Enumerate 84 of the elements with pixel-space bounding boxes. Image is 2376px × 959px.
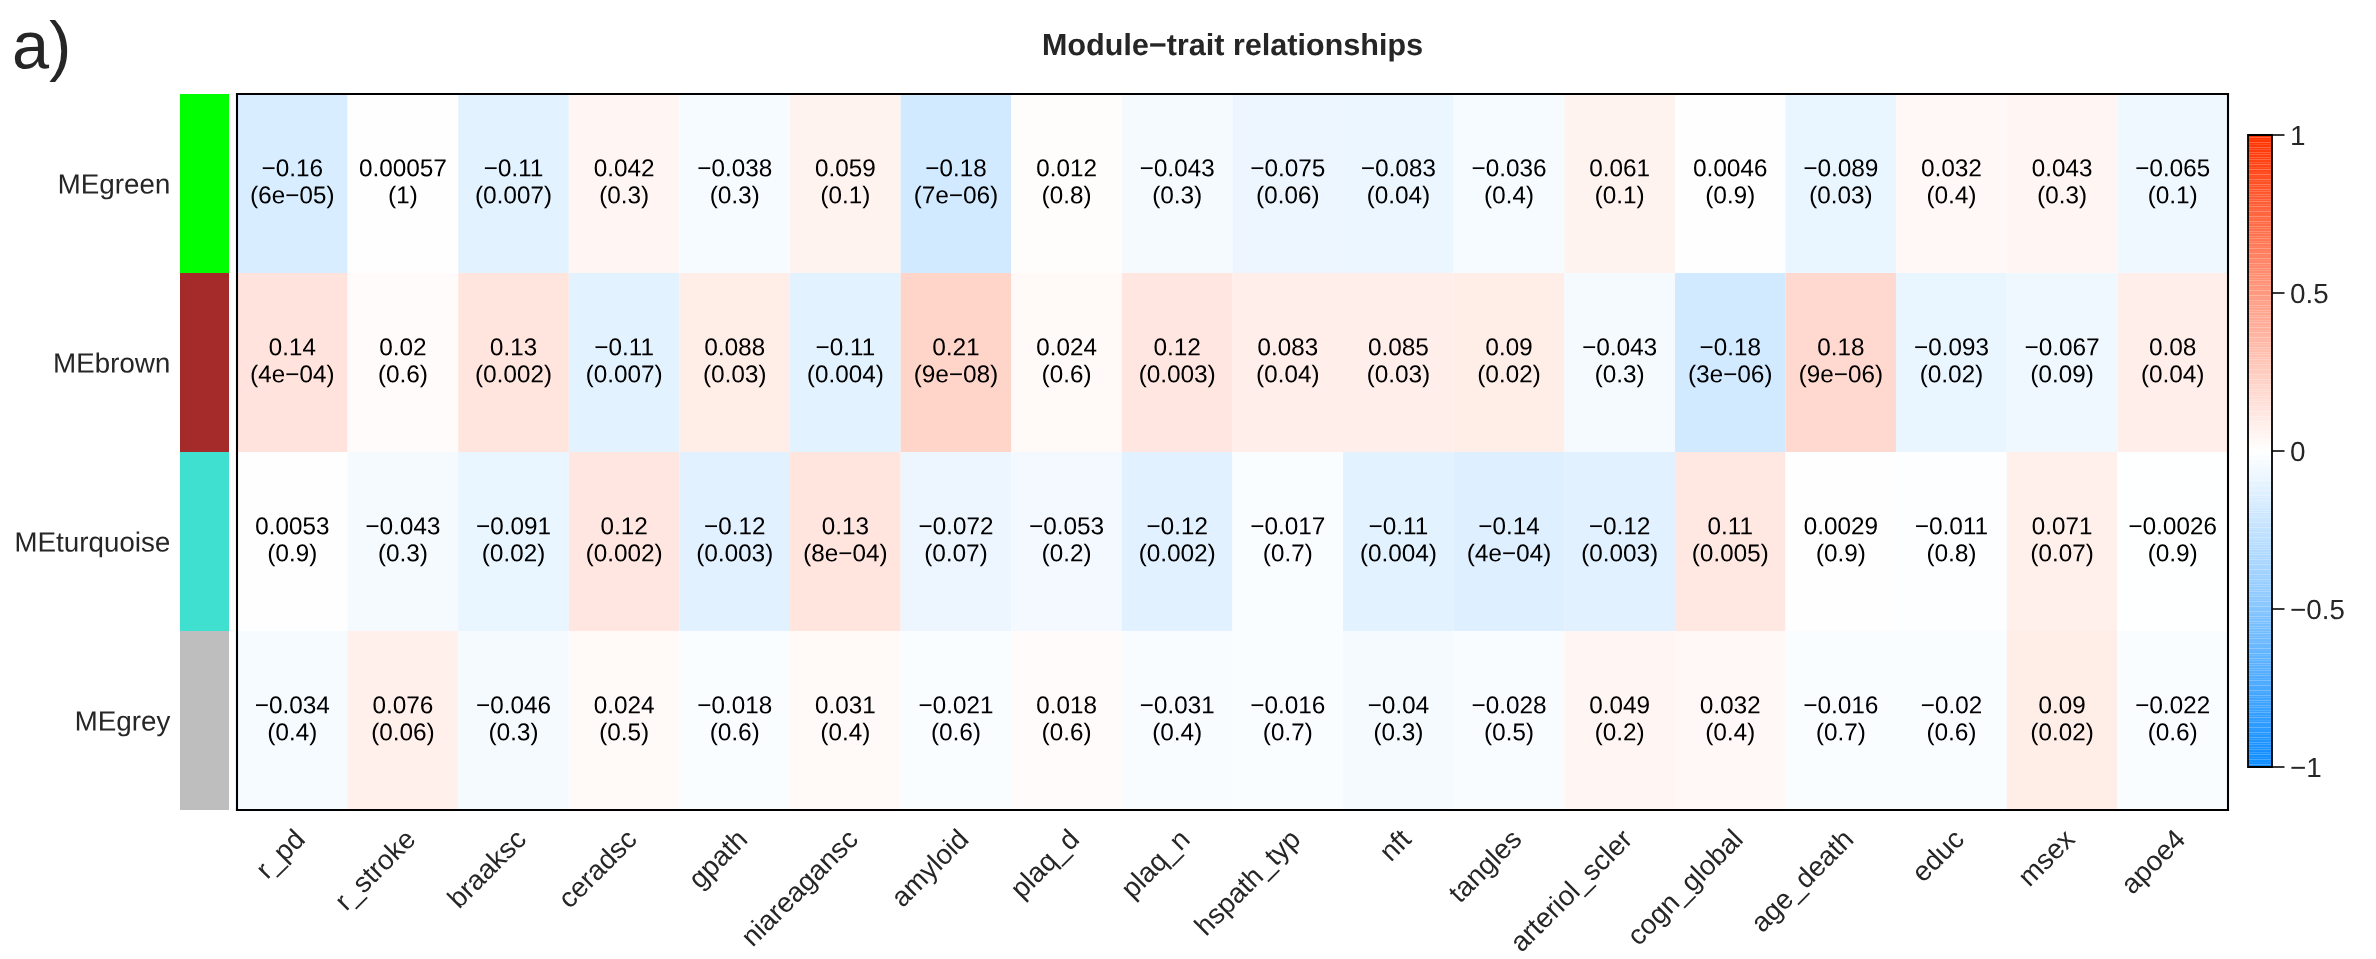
data-label: 0.11 (0.005) [1693, 517, 1768, 567]
data-label: 0.043 (0.3) [2032, 159, 2092, 209]
data-label: 0.076 (0.06) [372, 696, 434, 746]
data-label: 0.024 (0.6) [1037, 338, 1097, 388]
data-label: −0.11 (0.004) [1361, 517, 1436, 567]
color-bar-label: 0.5 [2291, 283, 2328, 304]
data-label: 0.09 (0.02) [1478, 338, 1540, 388]
color-bar-label: 1 [2292, 125, 2305, 146]
data-label: −0.022 (0.6) [2136, 696, 2209, 746]
data-label: 0.13 (0.002) [476, 338, 551, 388]
data-label: 0.085 (0.03) [1368, 338, 1429, 388]
data-label: −0.083 (0.04) [1362, 159, 1435, 209]
data-label: −0.16 (6e−05) [251, 159, 334, 209]
data-label: −0.075 (0.06) [1251, 159, 1325, 209]
data-label: −0.053 (0.2) [1030, 517, 1104, 567]
data-label: 0.032 (0.4) [1700, 696, 1760, 746]
data-label: −0.021 (0.6) [919, 696, 993, 746]
data-label: 0.18 (9e−06) [1800, 338, 1882, 388]
data-label: 0.0029 (0.9) [1804, 517, 1877, 567]
data-label: 0.0046 (0.9) [1694, 159, 1767, 209]
data-label: −0.043 (0.3) [1583, 338, 1657, 388]
data-label: −0.11 (0.007) [476, 159, 551, 209]
data-label: 0.13 (8e−04) [804, 517, 887, 567]
data-label: −0.0026 (0.9) [2129, 517, 2216, 567]
data-label: 0.14 (4e−04) [251, 338, 334, 388]
data-label: −0.089 (0.03) [1804, 159, 1878, 209]
data-label: −0.11 (0.007) [587, 338, 662, 388]
data-label: −0.091 (0.02) [477, 517, 550, 567]
data-label: −0.093 (0.02) [1915, 338, 1988, 388]
data-label: −0.065 (0.1) [2136, 159, 2210, 209]
data-label: 0.031 (0.4) [815, 696, 875, 746]
data-label: −0.017 (0.7) [1251, 517, 1325, 567]
data-label: 0.012 (0.8) [1037, 159, 1096, 209]
data-label: −0.036 (0.4) [1472, 159, 1546, 209]
data-label: 0.00057 (1) [359, 159, 446, 209]
data-label: −0.18 (3e−06) [1689, 338, 1771, 388]
x-tick-label: nft [1377, 826, 1413, 862]
data-label: −0.067 (0.09) [2025, 338, 2099, 388]
data-label: 0.21 (9e−08) [915, 338, 997, 388]
data-label: 0.083 (0.04) [1257, 338, 1319, 388]
data-label: −0.04 (0.3) [1368, 696, 1429, 746]
data-label: 0.12 (0.002) [587, 517, 662, 567]
data-label: −0.072 (0.07) [919, 517, 993, 567]
data-label: −0.028 (0.5) [1472, 696, 1546, 746]
y-tick-label: MEbrown [55, 352, 169, 373]
data-label: −0.043 (0.3) [366, 517, 440, 567]
data-label: −0.14 (4e−04) [1468, 517, 1550, 567]
y-tick-label: MEturquoise [16, 531, 170, 558]
data-label: 0.018 (0.6) [1037, 696, 1096, 746]
y-tick-label: MEgreen [59, 174, 169, 200]
data-label: −0.12 (0.002) [1140, 517, 1215, 567]
data-label: 0.09 (0.02) [2031, 696, 2093, 746]
color-bar-label: 0 [2291, 441, 2305, 462]
color-bar-label: −1 [2291, 757, 2321, 778]
data-label: −0.12 (0.003) [697, 517, 772, 567]
data-label: 0.059 (0.1) [815, 159, 875, 209]
data-label: 0.061 (0.1) [1590, 159, 1649, 209]
data-label: −0.18 (7e−06) [915, 159, 997, 209]
data-label: −0.038 (0.3) [698, 159, 772, 209]
data-label: 0.032 (0.4) [1922, 159, 1981, 209]
data-label: −0.12 (0.003) [1582, 517, 1657, 567]
data-label: −0.011 (0.8) [1916, 517, 1987, 567]
color-bar-label: −0.5 [2291, 599, 2344, 620]
data-label: 0.0053 (0.9) [256, 517, 329, 567]
data-label: 0.049 (0.2) [1590, 696, 1649, 746]
data-label: 0.042 (0.3) [594, 159, 654, 209]
data-label: −0.016 (0.7) [1251, 696, 1325, 746]
text: a) [14, 20, 68, 83]
data-label: −0.043 (0.3) [1140, 159, 1214, 209]
chart-title: Module−trait relationships [1043, 32, 1422, 62]
data-label: 0.02 (0.6) [379, 338, 427, 388]
data-label: −0.034 (0.4) [256, 696, 330, 746]
data-label: 0.08 (0.04) [2142, 338, 2203, 388]
data-label: 0.088 (0.03) [704, 338, 765, 388]
data-label: 0.024 (0.5) [594, 696, 654, 746]
data-label: −0.02 (0.6) [1921, 696, 1981, 746]
data-label: 0.12 (0.003) [1140, 338, 1215, 388]
data-label: −0.11 (0.004) [808, 338, 883, 388]
data-label: −0.046 (0.3) [477, 696, 550, 746]
data-label: −0.031 (0.4) [1140, 696, 1214, 746]
y-tick-label: MEgrey [76, 711, 171, 737]
data-label: −0.016 (0.7) [1804, 696, 1878, 746]
data-label: 0.071 (0.07) [2031, 517, 2093, 567]
data-label: −0.018 (0.6) [698, 696, 772, 746]
